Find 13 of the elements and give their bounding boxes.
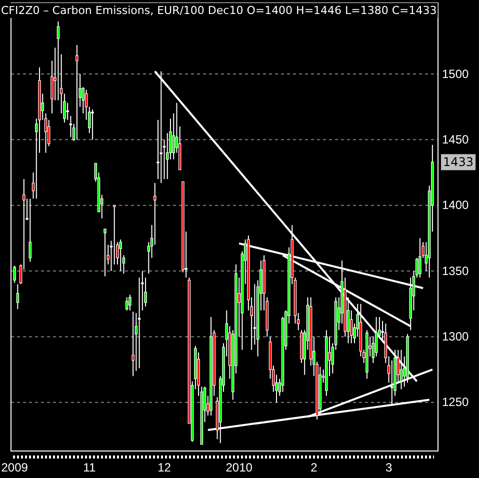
y-tick-label: 1450: [442, 132, 470, 146]
y-tick-label: 1250: [442, 395, 470, 410]
x-tick-label: 2: [310, 460, 318, 475]
y-tick-label: 1500: [442, 66, 470, 81]
x-tick-label: 2010: [226, 460, 253, 475]
x-tick-label: 12: [158, 460, 172, 475]
x-tick-label: 3: [385, 460, 392, 475]
x-tick-label: 2009: [1, 460, 28, 475]
chart-title: CFI2Z0 – Carbon Emissions, EUR/100 Dec10 O=1400 H=1446 L=1380 C=1433: [1, 4, 437, 17]
y-tick-label: 1350: [442, 264, 470, 278]
x-tick-label: 11: [83, 460, 96, 475]
y-tick-label: 1400: [442, 198, 470, 212]
y-tick-label: 1300: [442, 330, 470, 344]
